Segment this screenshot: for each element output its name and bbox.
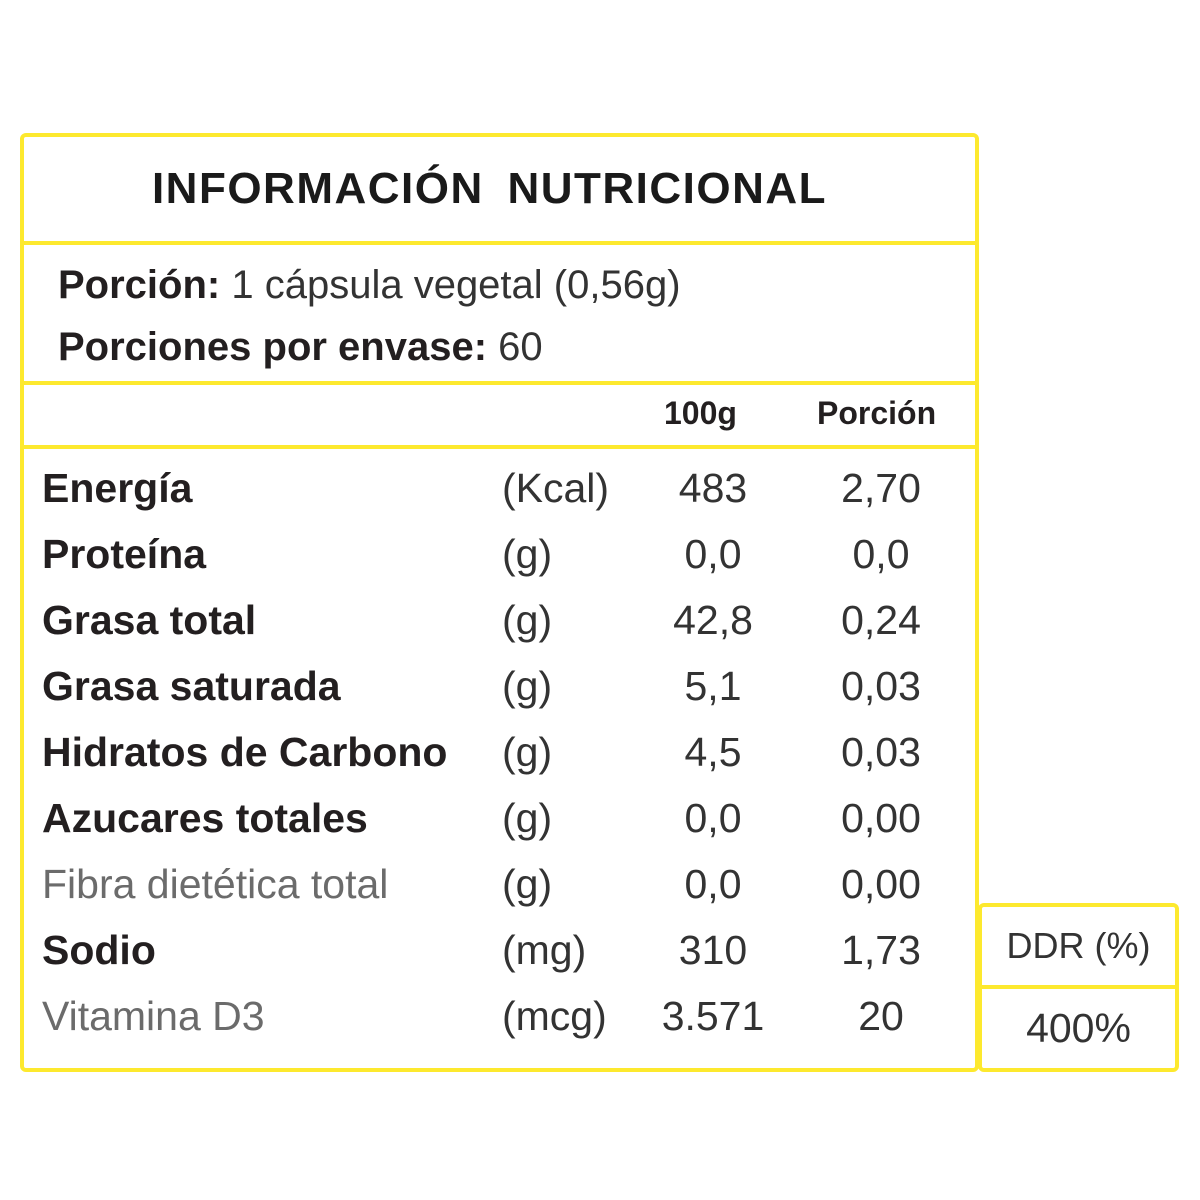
value-per-100g: 483 bbox=[678, 465, 748, 511]
nutrient-unit: (g) bbox=[502, 663, 553, 709]
nutrient-name: Vitamina D3 bbox=[42, 993, 265, 1039]
nutrient-row-energia: Energía (Kcal) 483 2,70 bbox=[24, 459, 975, 525]
nutrient-row-azucares: Azucares totales (g) 0,0 0,00 bbox=[24, 789, 975, 855]
value-per-100g: 310 bbox=[678, 927, 748, 973]
nutrient-name: Grasa total bbox=[42, 597, 257, 643]
ddr-header: DDR (%) bbox=[982, 907, 1175, 989]
serving-info: Porción: 1 cápsula vegetal (0,56g) Porci… bbox=[24, 245, 975, 385]
nutrient-name: Hidratos de Carbono bbox=[42, 729, 448, 775]
value-per-portion: 0,03 bbox=[841, 663, 921, 709]
value-per-portion: 20 bbox=[858, 993, 904, 1039]
nutrient-name: Proteína bbox=[42, 531, 207, 577]
servings-per-container-line: Porciones por envase: 60 bbox=[58, 325, 543, 370]
nutrient-row-sodio: Sodio (mg) 310 1,73 bbox=[24, 921, 975, 987]
nutrient-unit: (g) bbox=[502, 531, 553, 577]
nutrient-unit: (g) bbox=[502, 597, 553, 643]
value-per-portion: 0,24 bbox=[841, 597, 921, 643]
servings-label: Porciones por envase: bbox=[58, 325, 488, 369]
nutrient-row-grasa-saturada: Grasa saturada (g) 5,1 0,03 bbox=[24, 657, 975, 723]
value-per-100g: 3.571 bbox=[661, 993, 765, 1039]
nutrient-unit: (g) bbox=[502, 861, 553, 907]
nutrient-row-fibra: Fibra dietética total (g) 0,0 0,00 bbox=[24, 855, 975, 921]
column-header-100g: 100g bbox=[664, 395, 737, 431]
servings-value: 60 bbox=[487, 325, 543, 369]
portion-label: Porción: bbox=[58, 263, 221, 307]
column-header-portion: Porción bbox=[817, 395, 937, 431]
table-title: INFORMACIÓN NUTRICIONAL bbox=[151, 164, 828, 213]
nutrient-unit: (g) bbox=[502, 795, 553, 841]
nutrient-unit: (mcg) bbox=[502, 993, 607, 1039]
portion-line: Porción: 1 cápsula vegetal (0,56g) bbox=[58, 263, 681, 308]
nutrient-name: Sodio bbox=[42, 927, 156, 973]
value-per-100g: 5,1 bbox=[684, 663, 742, 709]
value-per-portion: 0,03 bbox=[841, 729, 921, 775]
value-per-portion: 2,70 bbox=[841, 465, 921, 511]
nutrition-facts-table: INFORMACIÓN NUTRICIONAL Porción: 1 cápsu… bbox=[20, 133, 979, 1072]
title-row: INFORMACIÓN NUTRICIONAL bbox=[24, 137, 975, 245]
value-per-portion: 1,73 bbox=[841, 927, 921, 973]
nutrient-row-grasa-total: Grasa total (g) 42,8 0,24 bbox=[24, 591, 975, 657]
nutrient-name: Fibra dietética total bbox=[42, 861, 389, 907]
nutrient-row-hidratos: Hidratos de Carbono (g) 4,5 0,03 bbox=[24, 723, 975, 789]
ddr-box: DDR (%) 400% bbox=[978, 903, 1179, 1072]
nutrient-rows: Energía (Kcal) 483 2,70 Proteína (g) 0,0… bbox=[24, 459, 975, 1053]
nutrient-row-vitamina-d3: Vitamina D3 (mcg) 3.571 20 bbox=[24, 987, 975, 1053]
column-headers: 100g Porción bbox=[24, 385, 975, 449]
nutrient-unit: (Kcal) bbox=[502, 465, 610, 511]
value-per-portion: 0,0 bbox=[852, 531, 910, 577]
value-per-100g: 0,0 bbox=[684, 795, 742, 841]
nutrient-row-proteina: Proteína (g) 0,0 0,0 bbox=[24, 525, 975, 591]
nutrient-name: Grasa saturada bbox=[42, 663, 341, 709]
portion-value: 1 cápsula vegetal (0,56g) bbox=[220, 263, 681, 307]
ddr-value: 400% bbox=[1026, 1005, 1131, 1051]
value-per-portion: 0,00 bbox=[841, 795, 921, 841]
value-per-100g: 0,0 bbox=[684, 861, 742, 907]
value-per-portion: 0,00 bbox=[841, 861, 921, 907]
nutrient-name: Energía bbox=[42, 465, 193, 511]
value-per-100g: 0,0 bbox=[684, 531, 742, 577]
nutrient-unit: (g) bbox=[502, 729, 553, 775]
value-per-100g: 4,5 bbox=[684, 729, 742, 775]
value-per-100g: 42,8 bbox=[673, 597, 753, 643]
nutrient-name: Azucares totales bbox=[42, 795, 368, 841]
nutrient-unit: (mg) bbox=[502, 927, 587, 973]
